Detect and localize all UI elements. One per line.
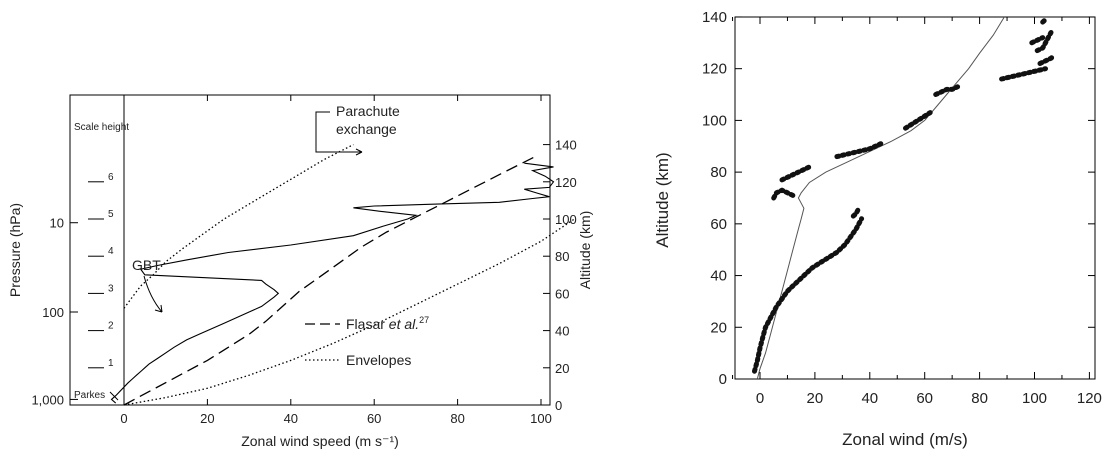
left-altitude-tick-label: 140 [555,138,577,153]
right-x-ticks: 0 20 40 60 80 100 120 [732,17,1102,407]
parachute-label-line2: exchange [336,121,397,137]
left-x-tick-label: 20 [200,411,214,426]
right-y-axis-label: Altitude (km) [577,211,593,290]
right-thick-dashed-segment [903,110,933,131]
right-x-tick-label: 20 [807,390,824,407]
right-y-tick-label: 140 [702,9,727,26]
right-thick-dashed-segment [1040,17,1048,25]
left-series-solid-0 [110,162,555,404]
left-scale-height-ticks: 1 2 3 4 5 6 [88,172,114,369]
left-series-dotted-2 [123,144,354,309]
right-x-tick-label: 60 [916,390,933,407]
gbt-arrowhead [154,304,163,313]
right-plot-frame [734,16,1096,380]
scale-height-tick-label: 6 [108,172,114,183]
right-thick-dashed-segment [999,66,1048,82]
left-y-axis-label: Pressure (hPa) [7,203,23,297]
right-thick-dashed-segment [1034,30,1054,54]
left-pressure-tick-label: 100 [42,305,64,320]
legend-envelopes: Envelopes [346,352,411,368]
left-pressure-ticks: 10 100 1,000 [31,216,78,407]
left-series [110,144,575,406]
left-altitude-tick-label: 40 [555,324,569,339]
right-thick-dashed-segment [779,164,812,183]
left-pressure-tick-label: 1,000 [31,392,64,407]
right-chart: 0 20 40 60 80 100 120 0 20 40 60 80 100 120 140 Zonal… [653,9,1102,449]
left-series-dotted-3 [123,218,575,406]
right-x-axis-label: Zonal wind (m/s) [842,430,968,449]
left-x-tick-label: 60 [367,411,381,426]
left-x-tick-label: 80 [450,411,464,426]
right-thick-dashed-segment [752,216,865,374]
gbt-arrow [143,275,163,313]
right-y-tick-label: 40 [710,268,727,285]
gbt-label: GBT [132,257,161,273]
right-thick-dashed-segment [1029,35,1046,46]
left-altitude-tick-label: 100 [555,212,577,227]
right-x-tick-label: 0 [756,390,764,407]
scale-height-tick-label: 5 [108,209,114,220]
right-y-tick-label: 20 [710,319,727,336]
scale-height-tick-label: 2 [108,321,114,332]
right-thick-dashed-segment [933,84,961,97]
left-altitude-tick-label: 20 [555,361,569,376]
left-altitude-tick-label: 60 [555,286,569,301]
right-series [752,16,1057,380]
right-y-tick-label: 80 [710,164,727,181]
left-pressure-tick-label: 10 [50,216,64,231]
right-x-tick-label: 40 [861,390,878,407]
left-altitude-ticks: 0 20 40 60 80 100 120 140 [543,138,577,413]
legend: Flasar et al.27 Envelopes [305,315,429,368]
scale-height-tick-label: 1 [108,358,114,369]
right-y-tick-label: 120 [702,61,727,78]
scale-height-tick-label: 4 [108,246,114,257]
left-series-dashed-1 [123,155,538,406]
scale-height-label: Scale height [74,122,129,133]
right-y-tick-label: 0 [719,371,727,388]
left-x-axis-label: Zonal wind speed (m s⁻¹) [241,433,399,449]
right-y-axis-label-2: Altitude (km) [653,152,672,247]
right-thick-dashed-segment [1037,53,1057,66]
left-x-tick-label: 100 [530,411,552,426]
parkes-label: Parkes [74,390,105,401]
right-thin-line [756,16,1005,380]
parachute-label-line1: Parachute [336,103,400,119]
right-thick-dashed-segment [834,141,884,160]
right-y-ticks: 0 20 40 60 80 100 120 140 [702,9,1095,388]
left-altitude-tick-label: 120 [555,175,577,190]
left-altitude-tick-label: 80 [555,249,569,264]
right-y-tick-label: 100 [702,112,727,129]
left-x-ticks: 0204060801000 [120,95,552,426]
parachute-arrowhead [355,148,363,156]
right-x-tick-label: 120 [1077,390,1102,407]
left-x-tick-label: 40 [284,411,298,426]
parachute-bracket [315,111,362,153]
left-plot-frame [69,94,551,406]
left-x-tick-label: 0 [120,411,127,426]
right-x-tick-label: 80 [971,390,988,407]
scale-height-tick-label: 3 [108,283,114,294]
right-y-tick-label: 60 [710,216,727,233]
right-x-tick-label: 100 [1022,390,1047,407]
right-thick-dashed-segment [771,187,796,201]
left-altitude-tick-label: 0 [555,398,562,413]
parkes-arrow [109,391,119,401]
legend-flasar: Flasar et al.27 [346,315,429,332]
right-thick-dashed-segment [850,205,862,219]
